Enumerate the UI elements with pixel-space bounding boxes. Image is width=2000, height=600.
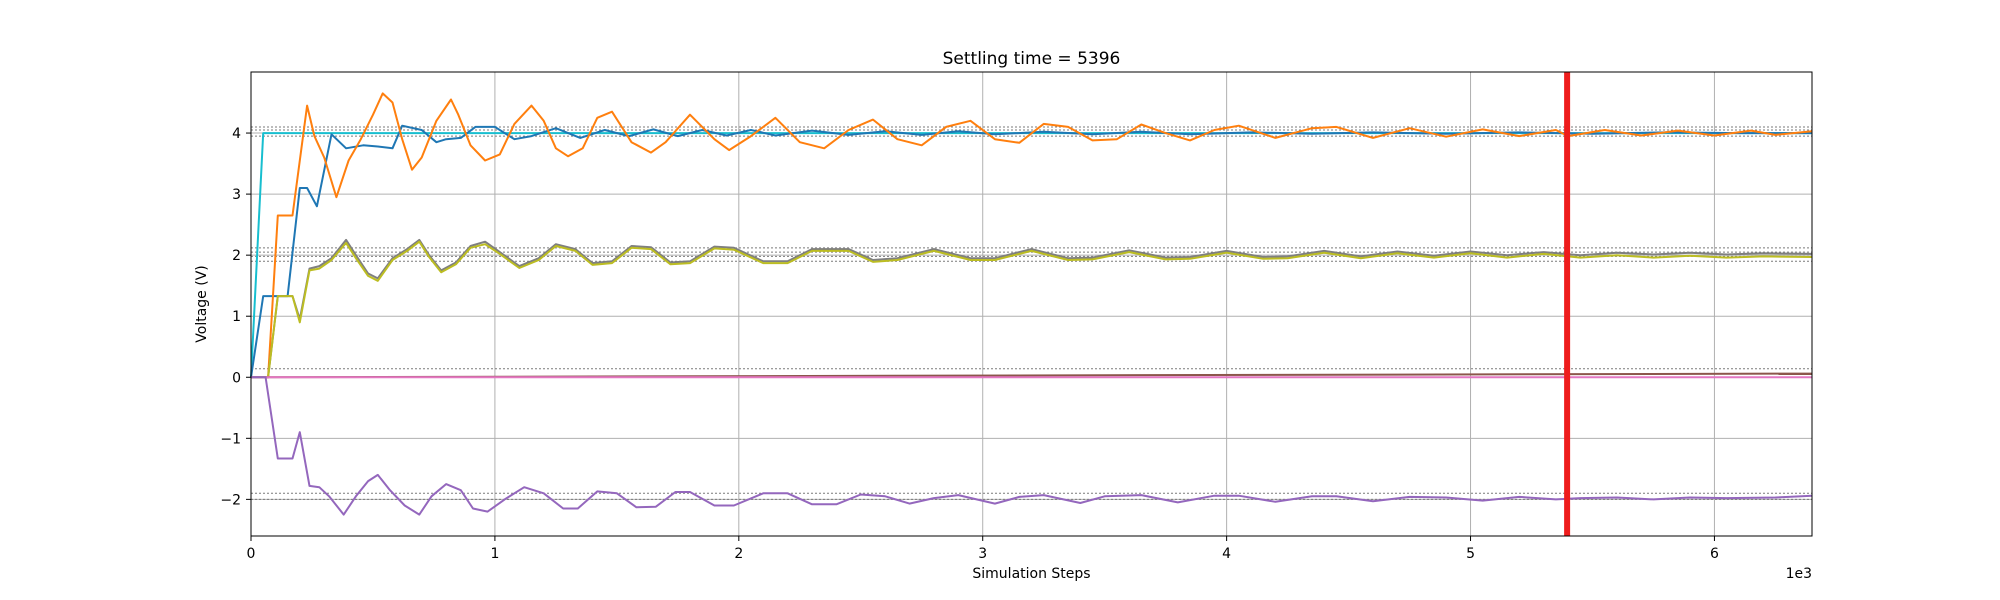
y-tick-label: 1 [232,309,241,325]
y-tick-label: −2 [220,492,241,508]
x-tick-label: 1 [490,546,499,562]
series-line-4 [251,238,1813,379]
x-tick-label: 2 [734,546,743,562]
plot-frame [250,71,1813,537]
series-line-8 [251,376,1813,516]
y-tick-label: 0 [232,370,241,386]
x-tick-label: 0 [247,546,256,562]
y-axis-ticks: −2 −1 0 1 2 3 4 [220,126,251,508]
x-tick-label: 3 [978,546,987,562]
series-lines [250,92,1813,516]
x-tick-label: 4 [1222,546,1231,562]
y-tick-label: 4 [232,126,241,142]
grid [250,72,1812,536]
chart-title: Settling time = 5396 [943,49,1121,69]
series-line-5 [251,240,1813,379]
x-axis-label: Simulation Steps [972,566,1090,582]
y-tick-label: −1 [220,431,241,447]
x-tick-label: 6 [1710,546,1719,562]
x-axis-multiplier: 1e3 [1786,566,1812,582]
reference-lines [251,126,1812,500]
x-axis-ticks: 0 1 2 3 4 5 6 [247,536,1719,562]
y-tick-label: 3 [232,187,241,203]
x-tick-label: 5 [1466,546,1475,562]
y-tick-label: 2 [232,248,241,264]
y-axis-label: Voltage (V) [194,265,210,342]
series-line-2 [250,124,1812,378]
series-line-3 [251,92,1813,379]
